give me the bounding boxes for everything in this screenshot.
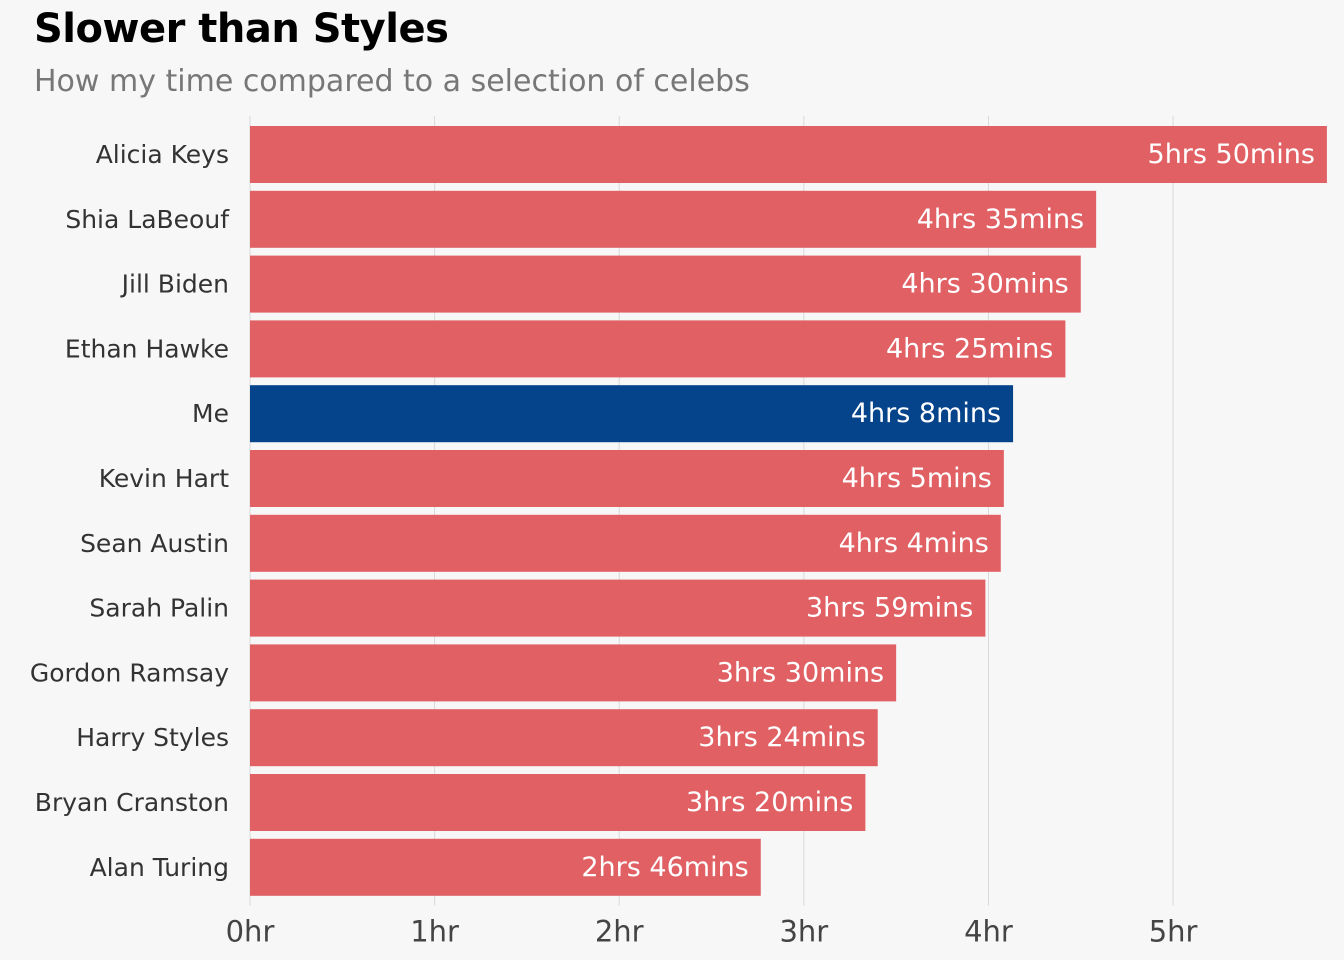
value-label: 2hrs 46mins	[581, 852, 748, 883]
x-tick-label: 1hr	[410, 915, 459, 949]
category-label: Alicia Keys	[96, 140, 229, 169]
value-label: 4hrs 5mins	[842, 463, 992, 494]
value-label: 4hrs 35mins	[917, 204, 1084, 235]
category-label: Sarah Palin	[89, 594, 229, 623]
x-tick-label: 2hr	[595, 915, 644, 949]
value-label: 3hrs 30mins	[717, 657, 884, 688]
category-labels: Alicia Keys Shia LaBeouf Jill Biden Ethan H…	[30, 140, 230, 882]
bar	[250, 644, 897, 702]
x-tick-label: 0hr	[226, 915, 275, 949]
x-tick-label: 4hr	[964, 915, 1013, 949]
value-label: 3hrs 24mins	[698, 722, 865, 753]
bar	[250, 774, 866, 831]
bar	[250, 126, 1327, 183]
bar	[250, 514, 1001, 572]
bar	[250, 255, 1081, 313]
category-label: Shia LaBeouf	[65, 205, 230, 234]
bars	[250, 126, 1327, 896]
x-axis-ticks: 0hr 1hr 2hr 3hr 4hr 5hr	[226, 915, 1198, 949]
value-label: 4hrs 8mins	[851, 398, 1001, 429]
x-tick-label: 5hr	[1149, 915, 1198, 949]
value-label: 4hrs 4mins	[839, 528, 989, 559]
category-label: Alan Turing	[90, 853, 229, 882]
bar	[250, 385, 1014, 443]
category-label: Harry Styles	[76, 723, 229, 752]
bar	[250, 709, 878, 767]
category-label: Me	[192, 399, 229, 428]
category-label: Kevin Hart	[99, 464, 229, 493]
value-label: 4hrs 30mins	[901, 269, 1068, 300]
bar	[250, 838, 761, 896]
category-label: Bryan Cranston	[35, 788, 229, 817]
value-label: 5hrs 50mins	[1148, 139, 1315, 170]
value-label: 3hrs 59mins	[806, 593, 973, 624]
category-label: Gordon Ramsay	[30, 658, 229, 687]
chart-title: Slower than Styles	[34, 6, 449, 52]
bar	[250, 190, 1097, 248]
value-labels: 5hrs 50mins 4hrs 35mins 4hrs 30mins 4hrs 25…	[581, 139, 1315, 883]
x-tick-label: 3hr	[779, 915, 828, 949]
chart-subtitle: How my time compared to a selection of c…	[34, 64, 750, 99]
category-label: Jill Biden	[120, 270, 229, 299]
bar	[250, 450, 1004, 507]
category-label: Ethan Hawke	[65, 334, 229, 363]
bar	[250, 579, 986, 637]
value-label: 3hrs 20mins	[686, 787, 853, 818]
value-label: 4hrs 25mins	[886, 333, 1053, 364]
bar	[250, 320, 1066, 378]
category-label: Sean Austin	[80, 529, 229, 558]
